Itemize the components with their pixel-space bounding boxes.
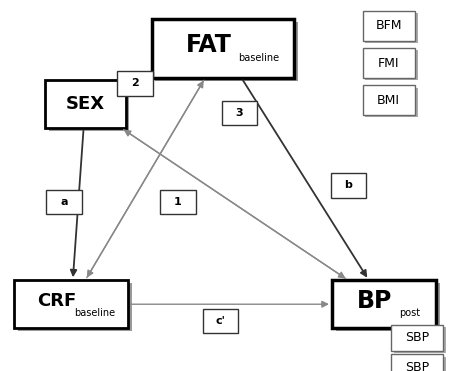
Text: 2: 2	[131, 79, 139, 88]
FancyBboxPatch shape	[394, 327, 446, 353]
FancyBboxPatch shape	[336, 283, 440, 331]
FancyBboxPatch shape	[18, 283, 132, 331]
FancyBboxPatch shape	[155, 22, 298, 81]
FancyBboxPatch shape	[203, 309, 238, 333]
FancyBboxPatch shape	[391, 354, 443, 371]
Text: 3: 3	[236, 108, 243, 118]
Text: c': c'	[216, 316, 225, 326]
FancyBboxPatch shape	[363, 85, 415, 115]
FancyBboxPatch shape	[365, 50, 418, 80]
Text: BP: BP	[357, 289, 392, 312]
Text: a: a	[60, 197, 68, 207]
FancyBboxPatch shape	[117, 71, 153, 95]
Text: 1: 1	[174, 197, 182, 207]
Text: FMI: FMI	[378, 56, 400, 70]
FancyBboxPatch shape	[365, 13, 418, 43]
Text: CRF: CRF	[37, 292, 76, 309]
FancyBboxPatch shape	[160, 190, 195, 214]
FancyBboxPatch shape	[45, 80, 126, 128]
Text: SBP: SBP	[405, 361, 429, 371]
FancyBboxPatch shape	[221, 101, 257, 125]
Text: baseline: baseline	[74, 309, 115, 318]
FancyBboxPatch shape	[391, 325, 443, 351]
FancyBboxPatch shape	[49, 83, 129, 131]
FancyBboxPatch shape	[365, 88, 418, 117]
Text: BFM: BFM	[375, 19, 402, 33]
FancyBboxPatch shape	[14, 280, 128, 328]
Text: baseline: baseline	[238, 53, 279, 62]
Text: SBP: SBP	[405, 331, 429, 344]
FancyBboxPatch shape	[363, 48, 415, 78]
Text: SEX: SEX	[66, 95, 105, 113]
FancyBboxPatch shape	[46, 190, 82, 214]
FancyBboxPatch shape	[394, 357, 446, 371]
FancyBboxPatch shape	[331, 174, 366, 197]
FancyBboxPatch shape	[332, 280, 436, 328]
FancyBboxPatch shape	[363, 11, 415, 41]
Text: post: post	[400, 309, 420, 318]
FancyBboxPatch shape	[152, 19, 294, 78]
Text: FAT: FAT	[186, 33, 231, 56]
Text: b: b	[345, 181, 352, 190]
Text: BMI: BMI	[377, 93, 400, 107]
